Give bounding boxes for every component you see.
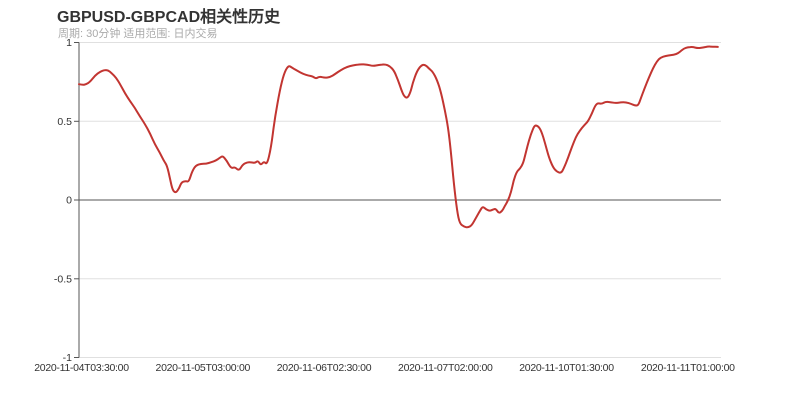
x-tick-label: 2020-11-06T02:30:00 [277, 362, 372, 374]
x-tick-label: 2020-11-04T03:30:00 [34, 362, 129, 374]
chart-title: GBPUSD-GBPCAD相关性历史 [57, 9, 281, 26]
x-tick-label: 2020-11-07T02:00:00 [398, 362, 493, 374]
x-tick-label: 2020-11-11T01:00:00 [641, 362, 735, 374]
y-tick-label: 1 [66, 37, 72, 49]
chart-subtitle: 周期: 30分钟 适用范围: 日内交易 [58, 28, 218, 40]
x-tick-label: 2020-11-10T01:30:00 [519, 362, 614, 374]
y-tick-label: -1 [63, 352, 72, 364]
x-tick-label: 2020-11-05T03:00:00 [156, 362, 251, 374]
x-axis-labels: 2020-11-04T03:30:00 2020-11-05T03:00:00 20… [34, 362, 735, 374]
y-gridlines [79, 42, 721, 358]
y-axis-labels: 1 0.5 0 -0.5 -1 [54, 37, 72, 364]
y-tick-label: 0 [66, 195, 72, 207]
correlation-line [78, 45, 719, 229]
y-tick-label: 0.5 [57, 116, 72, 128]
axis-lines [74, 42, 721, 358]
y-tick-label: -0.5 [54, 273, 72, 285]
